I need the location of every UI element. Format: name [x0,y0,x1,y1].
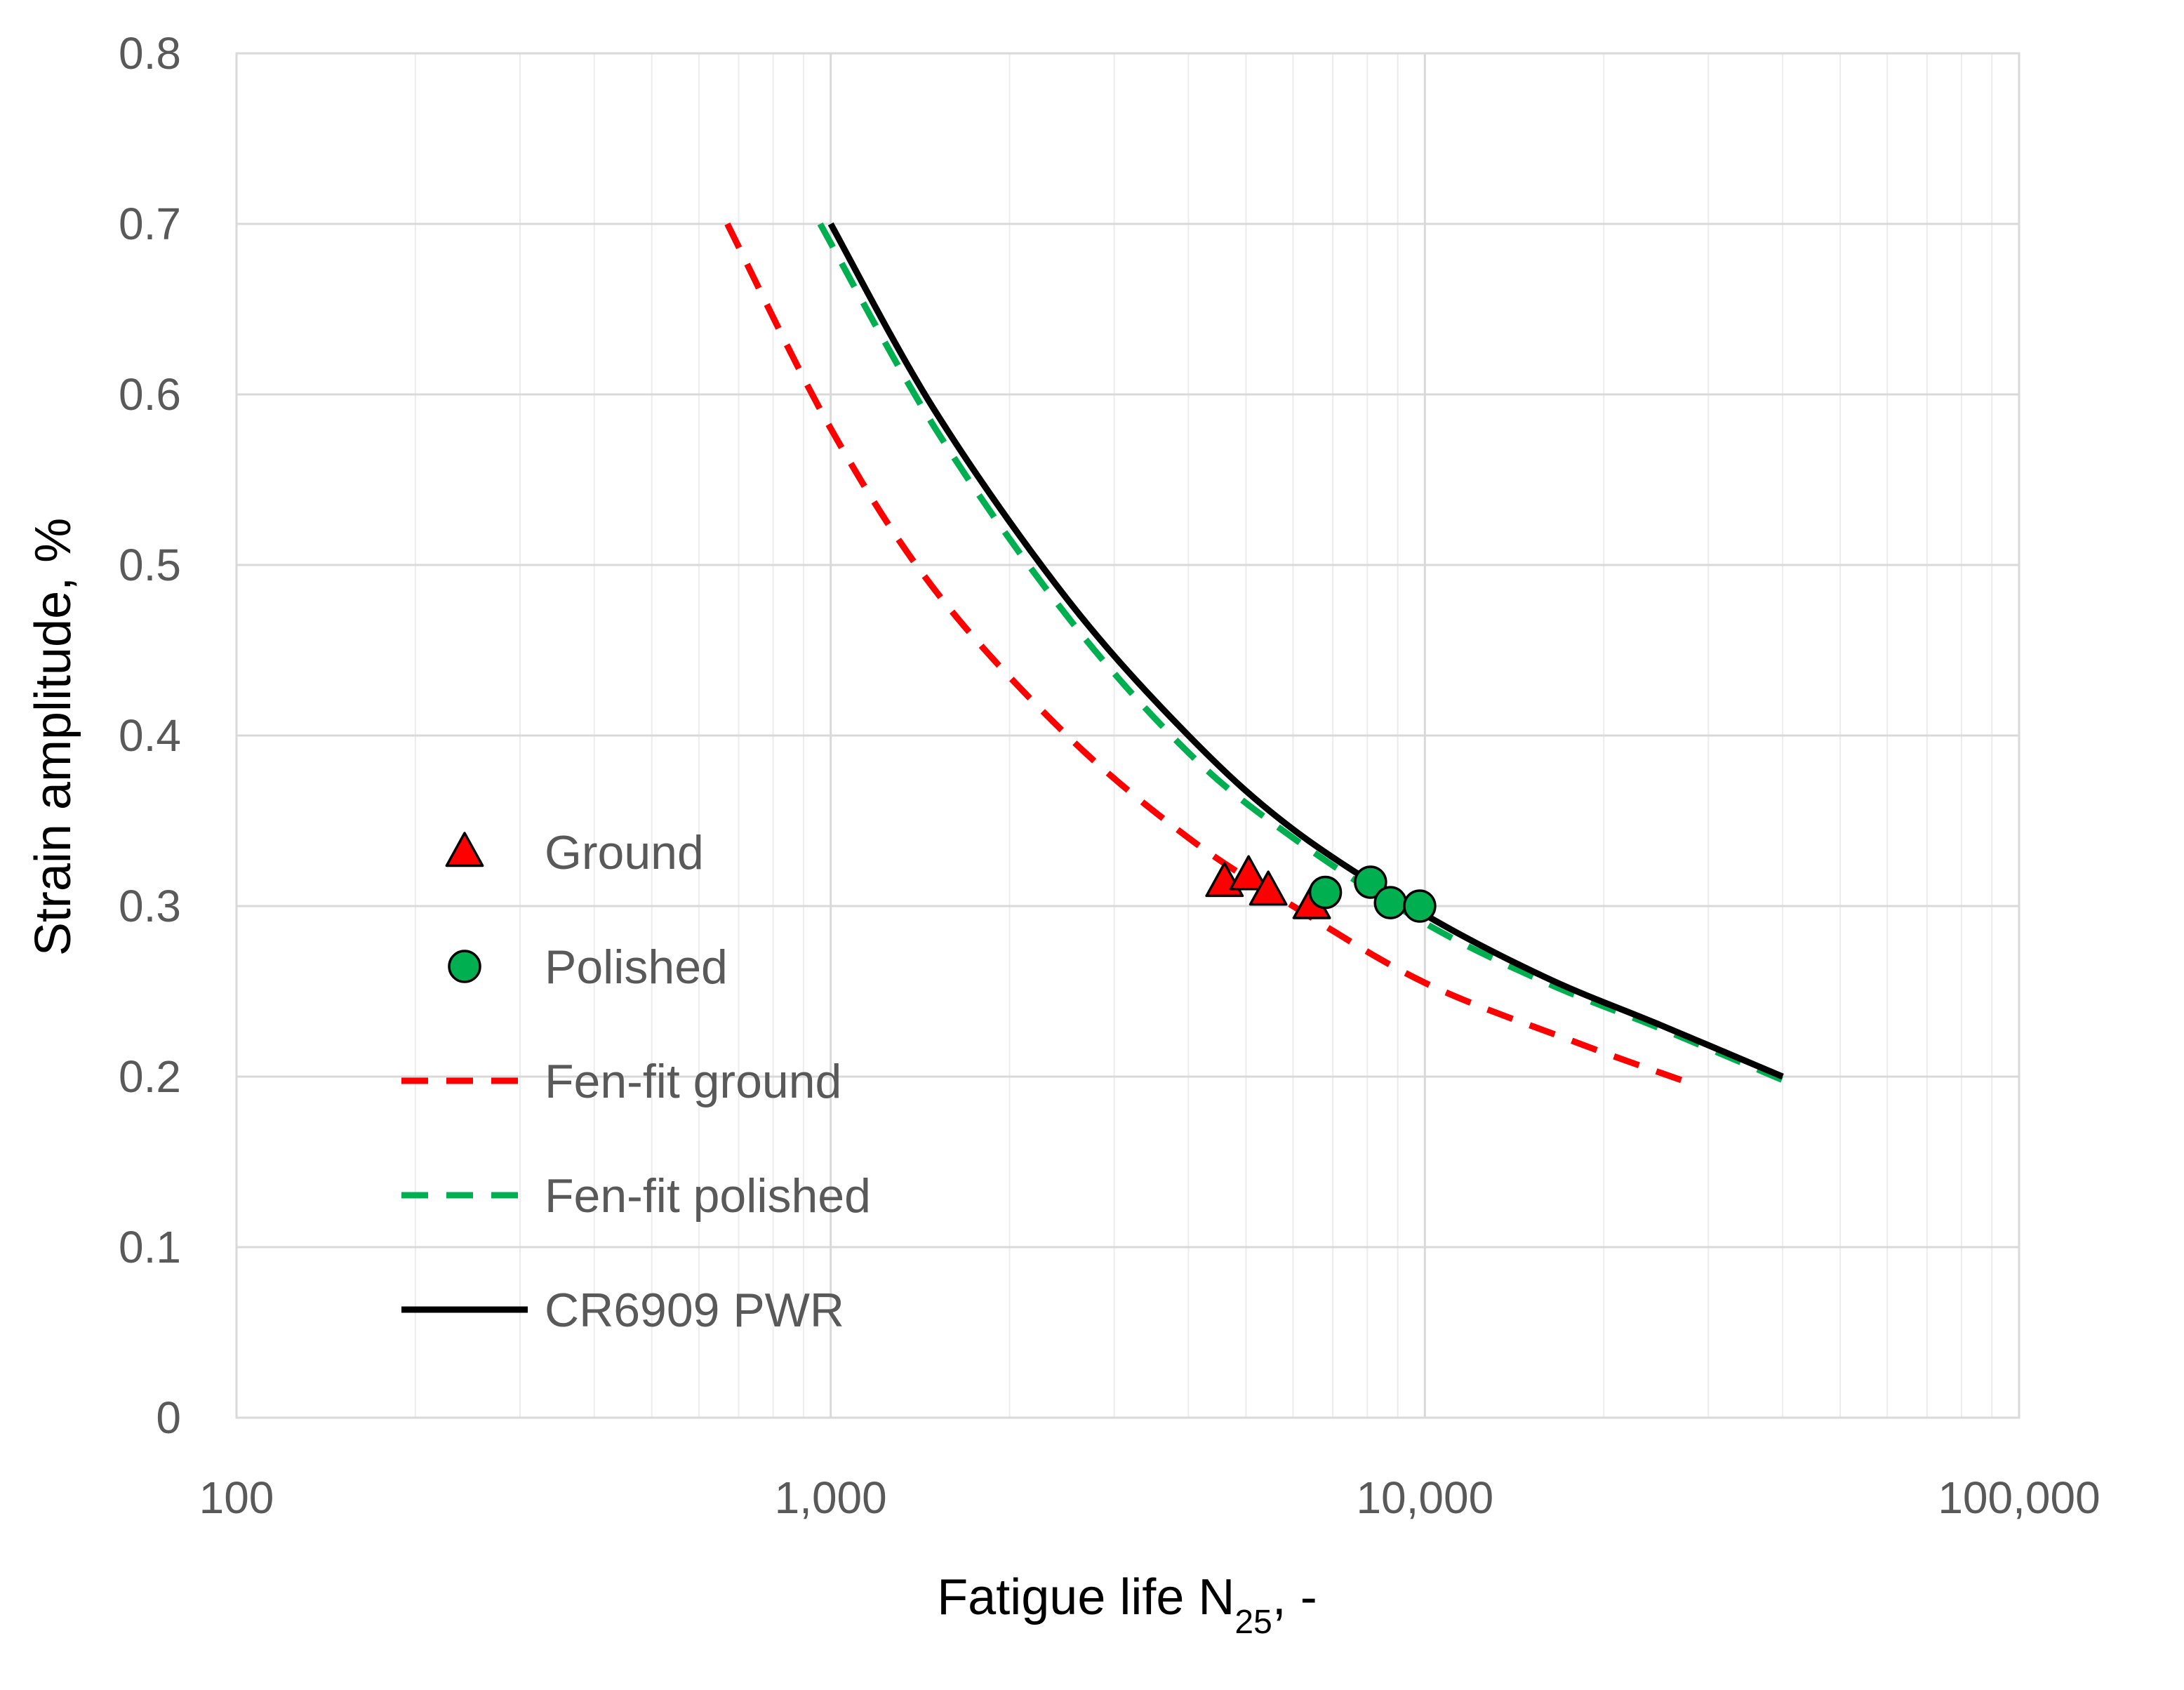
legend: Ground Polished Fen-fit ground Fen-fit poli… [401,826,871,1337]
x-axis-title-suffix: , - [1272,1569,1317,1625]
series-line-fen-fit-polished [817,222,1784,1084]
legend-label-fen-fit-polished: Fen-fit polished [545,1169,871,1223]
data-point-polished [1354,865,1387,899]
series-lines [724,222,1784,1084]
y-tick-label: 0.8 [119,28,181,79]
y-tick-label: 0.4 [119,710,181,761]
legend-label-ground: Ground [545,826,704,879]
y-tick-label: 0.3 [119,881,181,931]
legend-label-polished: Polished [545,940,728,994]
x-axis-title-subscript: 25 [1234,1604,1272,1641]
series-line-cr6909-pwr [827,222,1784,1080]
y-tick-label: 0.6 [119,369,181,420]
plot-area-border [235,52,2020,1419]
y-axis-tick-labels: 0 0.1 0.2 0.3 0.4 0.5 0.6 0.7 0.8 [119,28,181,1443]
x-tick-label: 10,000 [1356,1472,1493,1523]
data-point-ground [1229,855,1268,891]
series-line-fen-fit-ground [724,222,1683,1084]
x-tick-label: 100 [199,1472,274,1523]
data-point-polished [1308,875,1343,910]
data-point-polished [1373,886,1407,919]
series-markers [1205,855,1437,923]
data-point-ground [1249,870,1288,906]
x-tick-label: 100,000 [1938,1472,2100,1523]
x-axis-title-main: Fatigue life N [937,1569,1234,1625]
y-tick-label: 0.1 [119,1222,181,1272]
x-axis-tick-labels: 100 1,000 10,000 100,000 [199,1472,2100,1523]
legend-marker-ground [445,832,484,867]
y-tick-label: 0.7 [119,199,181,249]
y-axis-title: Strain amplitude, % [25,518,81,956]
y-tick-label: 0.2 [119,1051,181,1102]
legend-marker-polished [448,950,481,983]
y-tick-label: 0.5 [119,540,181,590]
legend-label-fen-fit-ground: Fen-fit ground [545,1055,841,1108]
data-point-polished [1403,889,1437,923]
y-tick-label: 0 [156,1392,181,1443]
legend-label-cr6909-pwr: CR6909 PWR [545,1284,844,1337]
x-tick-label: 1,000 [775,1472,887,1523]
x-axis-title: Fatigue life N25, - [937,1569,1317,1641]
